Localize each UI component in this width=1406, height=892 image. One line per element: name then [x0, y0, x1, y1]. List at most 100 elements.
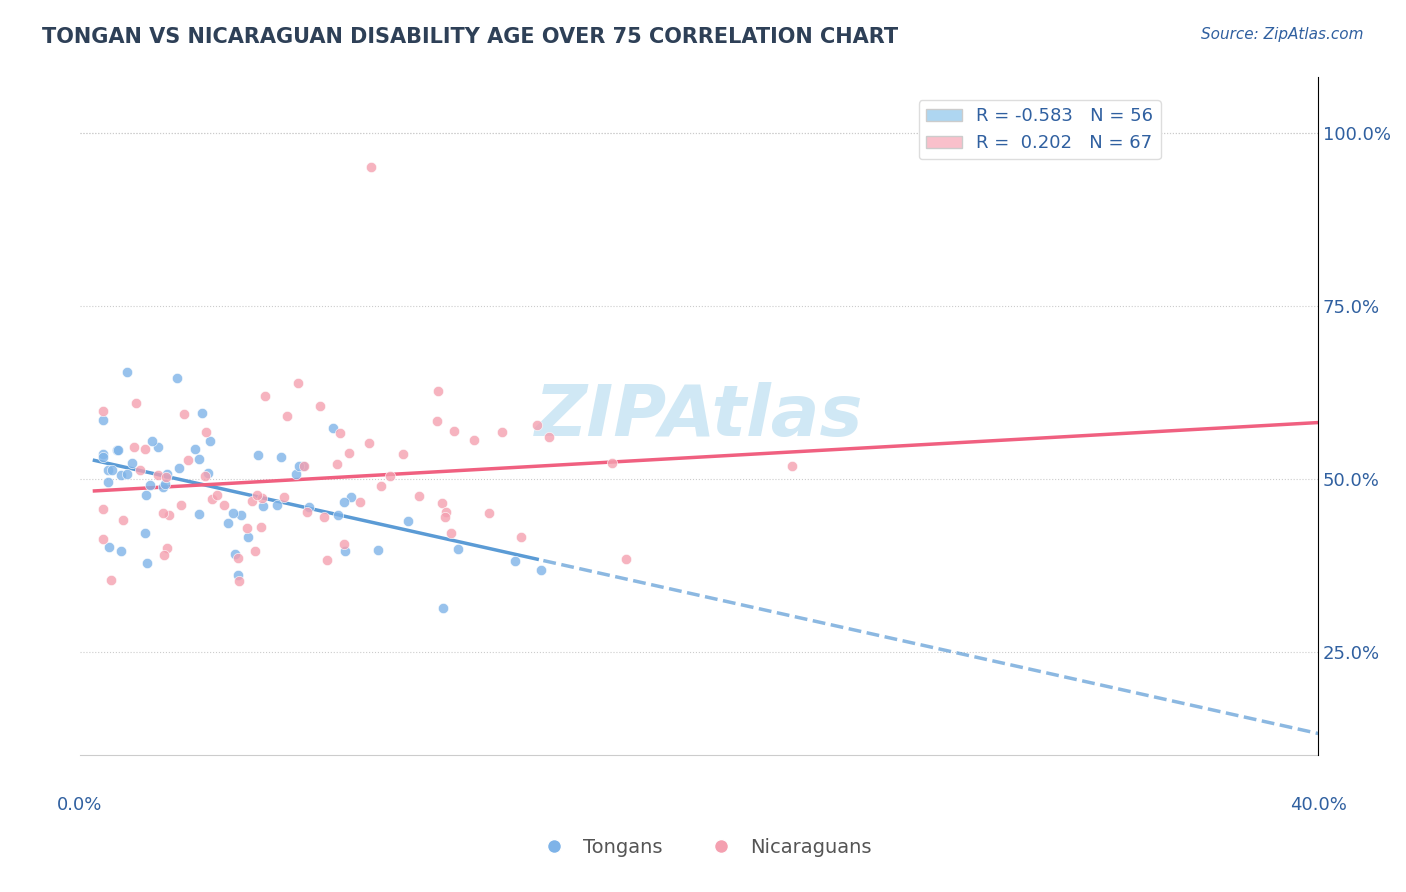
Point	[526, 418, 548, 433]
Point	[434, 510, 457, 524]
Point	[491, 425, 513, 440]
Point	[292, 458, 315, 473]
Point	[600, 456, 623, 470]
Point	[97, 463, 120, 477]
Point	[152, 506, 174, 520]
Point	[115, 467, 138, 481]
Point	[122, 440, 145, 454]
Point	[153, 548, 176, 562]
Point	[614, 552, 637, 566]
Point	[463, 433, 485, 447]
Point	[134, 526, 156, 541]
Legend: Tongans, Nicaraguans: Tongans, Nicaraguans	[527, 830, 879, 864]
Point	[121, 457, 143, 471]
Point	[316, 553, 339, 567]
Point	[184, 442, 207, 456]
Point	[236, 530, 259, 544]
Point	[100, 573, 122, 587]
Point	[135, 487, 157, 501]
Point	[295, 505, 318, 519]
Point	[314, 510, 336, 524]
Point	[284, 467, 307, 481]
Point	[360, 161, 382, 175]
Point	[101, 463, 124, 477]
Point	[340, 491, 363, 505]
Point	[139, 477, 162, 491]
Text: Source: ZipAtlas.com: Source: ZipAtlas.com	[1201, 27, 1364, 42]
Point	[291, 459, 314, 474]
Point	[322, 420, 344, 434]
Point	[252, 500, 274, 514]
Point	[135, 556, 157, 570]
Point	[91, 448, 114, 462]
Point	[91, 501, 114, 516]
Point	[110, 544, 132, 558]
Point	[287, 376, 309, 390]
Point	[245, 488, 267, 502]
Point	[112, 513, 135, 527]
Point	[194, 425, 217, 439]
Point	[392, 448, 415, 462]
Point	[273, 490, 295, 504]
Point	[252, 491, 274, 506]
Point	[205, 488, 228, 502]
Point	[427, 384, 450, 399]
Point	[333, 543, 356, 558]
Point	[337, 446, 360, 460]
Point	[200, 492, 222, 507]
Legend: R = -0.583   N = 56, R =  0.202   N = 67: R = -0.583 N = 56, R = 0.202 N = 67	[918, 100, 1160, 160]
Point	[212, 498, 235, 512]
Text: TONGAN VS NICARAGUAN DISABILITY AGE OVER 75 CORRELATION CHART: TONGAN VS NICARAGUAN DISABILITY AGE OVER…	[42, 27, 898, 46]
Point	[146, 440, 169, 454]
Point	[188, 452, 211, 467]
Point	[134, 442, 156, 456]
Point	[288, 458, 311, 473]
Point	[141, 434, 163, 449]
Point	[152, 480, 174, 494]
Point	[153, 477, 176, 491]
Point	[105, 442, 128, 457]
Point	[191, 406, 214, 420]
Point	[329, 426, 352, 441]
Point	[169, 461, 191, 475]
Point	[217, 516, 239, 531]
Point	[530, 564, 553, 578]
Point	[156, 541, 179, 555]
Point	[243, 544, 266, 558]
Point	[129, 463, 152, 477]
Point	[266, 498, 288, 512]
Point	[270, 450, 292, 464]
Point	[367, 542, 389, 557]
Point	[166, 371, 188, 385]
Point	[246, 448, 269, 462]
Point	[333, 537, 356, 551]
Point	[408, 490, 430, 504]
Point	[443, 424, 465, 438]
Point	[298, 500, 321, 514]
Point	[91, 403, 114, 417]
Point	[91, 412, 114, 426]
Point	[156, 467, 179, 481]
Point	[157, 508, 180, 523]
Point	[503, 554, 526, 568]
Point	[326, 458, 349, 472]
Point	[537, 430, 560, 444]
Point	[432, 496, 454, 510]
Point	[357, 435, 380, 450]
Point	[146, 467, 169, 482]
Point	[780, 459, 803, 474]
Point	[229, 508, 252, 522]
Point	[226, 567, 249, 582]
Text: ZIPAtlas: ZIPAtlas	[534, 382, 863, 450]
Point	[439, 525, 461, 540]
Point	[378, 468, 401, 483]
Text: 40.0%: 40.0%	[1289, 796, 1347, 814]
Point	[276, 409, 298, 423]
Point	[97, 540, 120, 554]
Point	[91, 532, 114, 546]
Point	[115, 365, 138, 379]
Point	[124, 396, 146, 410]
Point	[226, 551, 249, 566]
Point	[434, 505, 457, 519]
Point	[396, 514, 419, 528]
